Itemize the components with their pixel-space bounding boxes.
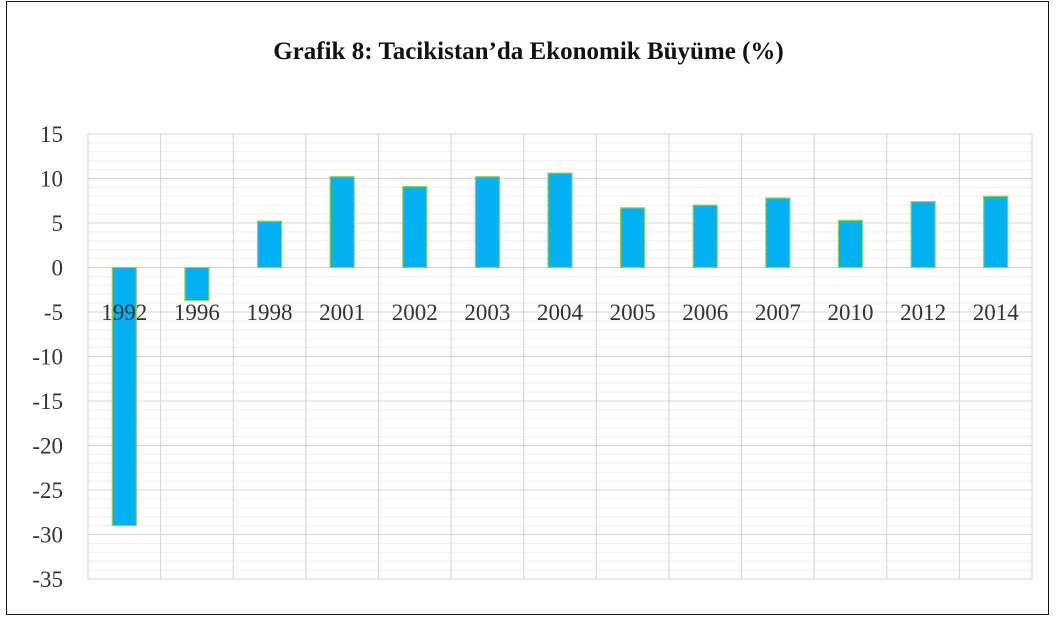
x-axis-ticks: 1992 1996 1998 2001 2002 2003 2004 2005 2006 2007… <box>101 300 1019 325</box>
y-axis-ticks: 15 10 5 0 -5 -10 -15 -20 -25 -30 -35 <box>32 122 63 592</box>
bar-2004 <box>547 172 573 269</box>
y-tick-label: -35 <box>32 567 63 592</box>
x-tick-label: 2012 <box>900 300 946 325</box>
chart-frame <box>6 1 1049 615</box>
bar-2014 <box>983 195 1009 269</box>
y-tick-label: -10 <box>32 345 63 370</box>
x-tick-label: 2006 <box>682 300 728 325</box>
major-gridlines <box>88 133 1032 580</box>
bar-2012 <box>910 201 936 269</box>
bar-1996 <box>184 266 210 302</box>
bar-2010 <box>837 219 864 269</box>
y-tick-label: 0 <box>52 256 64 281</box>
bar-2002 <box>402 185 428 269</box>
y-tick-label: -15 <box>32 389 63 414</box>
x-tick-label: 2014 <box>973 300 1020 325</box>
y-tick-label: 5 <box>52 211 64 236</box>
bar-2005 <box>620 207 646 269</box>
bar-2007 <box>765 197 791 269</box>
category-gridlines <box>87 134 1033 579</box>
x-tick-label: 2005 <box>610 300 656 325</box>
x-tick-label: 2002 <box>392 300 438 325</box>
y-tick-label: -20 <box>32 434 63 459</box>
chart-title: Grafik 8: Tacikistan’da Ekonomik Büyüme … <box>273 38 784 65</box>
x-tick-label: 1996 <box>174 300 220 325</box>
bar-1992 <box>111 266 137 527</box>
y-tick-label: -30 <box>32 523 63 548</box>
x-tick-label: 2010 <box>827 300 873 325</box>
x-tick-label: 2003 <box>464 300 510 325</box>
x-tick-label: 2004 <box>537 300 584 325</box>
y-tick-label: -25 <box>32 478 63 503</box>
x-tick-label: 2001 <box>319 300 365 325</box>
bar-2006 <box>692 204 718 269</box>
y-tick-label: 10 <box>40 167 63 192</box>
x-tick-label: 2007 <box>755 300 801 325</box>
y-tick-label: -5 <box>44 300 63 325</box>
bar-2001 <box>329 176 355 269</box>
bar-2003 <box>474 176 500 269</box>
y-tick-label: 15 <box>40 122 63 147</box>
bars <box>111 172 1009 527</box>
bar-1998 <box>256 220 283 269</box>
x-tick-label: 1998 <box>247 300 293 325</box>
x-tick-label: 1992 <box>101 300 147 325</box>
